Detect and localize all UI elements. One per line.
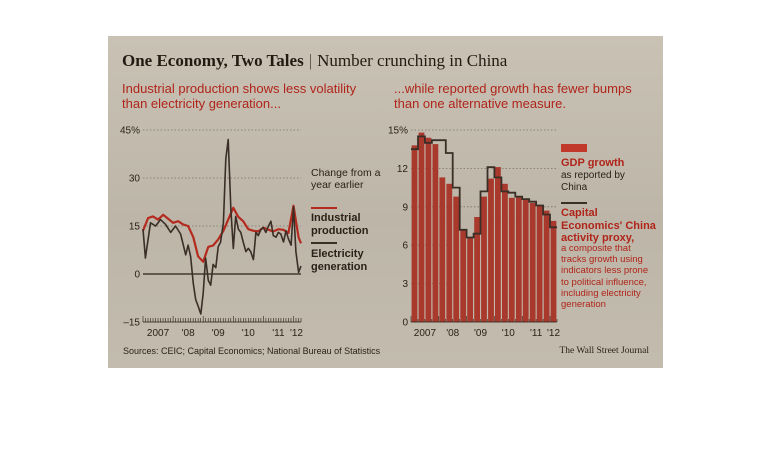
x-tick-label: '12: [547, 328, 560, 339]
y-tick-label: 45%: [120, 126, 140, 137]
x-tick-label: '10: [242, 328, 255, 339]
gdp-bar: [529, 203, 536, 322]
gdp-bar: [508, 197, 515, 322]
legend-swatch-gdp: [561, 144, 587, 152]
left-chart-note: Change from a year earlier: [311, 167, 381, 191]
gdp-bar: [453, 196, 460, 322]
title-separator: |: [308, 51, 313, 70]
gdp-bar: [432, 144, 439, 322]
series-industrial-production: [141, 204, 303, 263]
y-tick-label: 0: [402, 318, 408, 329]
title-row: One Economy, Two Tales | Number crunching …: [122, 51, 507, 71]
gdp-bar: [446, 183, 453, 322]
gdp-bar: [439, 177, 446, 322]
sources-note: Sources: CEIC; Capital Economics; Nation…: [123, 346, 381, 356]
x-tick-label: 2007: [414, 328, 437, 339]
y-tick-label: 3: [402, 279, 408, 290]
legend-swatch-proxy: [561, 202, 587, 204]
gdp-bar: [481, 196, 487, 322]
gdp-bar: [543, 210, 550, 322]
chart-title: One Economy, Two Tales: [122, 51, 304, 70]
gdp-bar: [550, 220, 557, 322]
gdp-bar: [418, 132, 425, 322]
legend-swatch-electricity: [311, 242, 337, 244]
y-tick-label: –15: [123, 318, 140, 329]
y-tick-label: 0: [134, 270, 140, 281]
legend-proxy-note: a composite that tracks growth using ind…: [561, 243, 649, 311]
line-chart-industrial-vs-electricity: 45% 30 15 0 –15 2007 '08 '09 '10 '11 '12: [120, 126, 303, 340]
gdp-bar: [467, 237, 473, 322]
x-tick-label: '10: [502, 328, 515, 339]
x-tick-label: '11: [272, 328, 285, 339]
gdp-bar: [522, 199, 529, 322]
gdp-bar: [474, 217, 480, 322]
y-tick-label: 15: [129, 222, 141, 233]
x-tick-label: '09: [212, 328, 225, 339]
gdp-bar: [425, 137, 432, 322]
gdp-bar: [411, 145, 418, 322]
series-electricity-generation: [142, 138, 302, 315]
gdp-bar: [536, 205, 543, 322]
gdp-bar: [495, 167, 501, 322]
x-tick-label: '08: [182, 328, 195, 339]
legend-electricity-generation: Electricity generation: [311, 248, 368, 273]
legend-swatch-industrial: [311, 207, 337, 209]
chart-subtitle: Number crunching in China: [317, 51, 508, 70]
left-subhead: Industrial production shows less volatil…: [122, 81, 357, 111]
y-tick-label: 9: [402, 202, 408, 213]
x-tick-label: '11: [530, 328, 543, 339]
series-activity-proxy: [411, 135, 557, 239]
x-tick-label: '09: [474, 328, 487, 339]
gdp-bar: [460, 229, 467, 322]
bar-chart-gdp-vs-proxy: 15% 12 9 6 3 0 2007 '08 '09 '10 '11 '12: [388, 126, 560, 340]
right-subhead: ...while reported growth has fewer bumps…: [394, 81, 632, 111]
x-tick-label: 2007: [147, 328, 170, 339]
gdp-bar: [502, 183, 508, 322]
y-tick-label: 12: [397, 164, 409, 175]
x-tick-label: '12: [290, 328, 303, 339]
y-tick-label: 15%: [388, 126, 408, 137]
legend-gdp-note: as reported by China: [561, 170, 625, 193]
legend-gdp-growth: GDP growth: [561, 157, 625, 169]
x-tick-label: '08: [446, 328, 459, 339]
y-tick-label: 30: [129, 174, 141, 185]
legend-industrial-production: Industrial production: [311, 212, 369, 237]
gdp-bar: [488, 178, 494, 322]
infographic-panel: One Economy, Two Tales | Number crunching …: [108, 36, 663, 368]
publisher-credit: The Wall Street Journal: [559, 346, 649, 356]
gdp-bar: [515, 196, 522, 322]
legend-proxy-title: Capital Economics' China activity proxy,: [561, 207, 656, 244]
y-tick-label: 6: [402, 241, 408, 252]
